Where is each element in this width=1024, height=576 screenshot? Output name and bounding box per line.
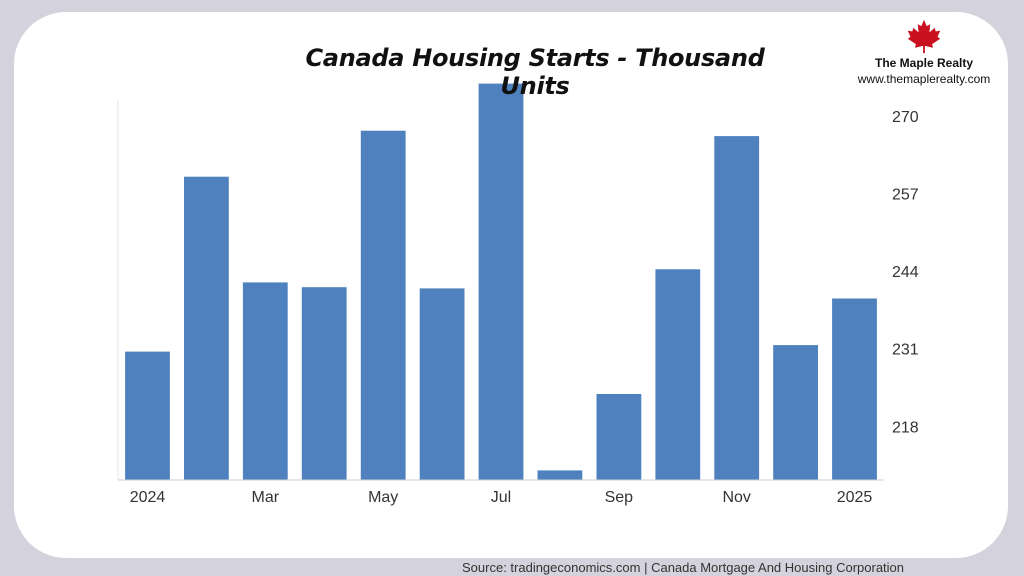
- x-tick-label: Sep: [605, 489, 634, 506]
- bar-may-2024: [360, 130, 406, 480]
- y-tick-label: 257: [892, 186, 919, 203]
- x-tick-label: Jul: [491, 489, 511, 506]
- brand-url[interactable]: www.themaplerealty.com: [857, 72, 991, 86]
- brand-name: The Maple Realty: [874, 56, 974, 70]
- x-tick-label: 2025: [837, 489, 873, 506]
- bar-nov-2024: [714, 136, 760, 480]
- bar-jan-2024: [125, 351, 170, 480]
- bar-jun-2024: [419, 288, 465, 480]
- chart-title: Canada Housing Starts - Thousand Units: [305, 44, 765, 100]
- bar-apr-2024: [301, 287, 347, 480]
- y-tick-label: 231: [892, 342, 919, 359]
- source-note: Source: tradingeconomics.com | Canada Mo…: [462, 560, 905, 575]
- bar-oct-2024: [655, 269, 701, 480]
- y-tick-label: 270: [892, 109, 919, 126]
- bar-mar-2024: [242, 282, 288, 480]
- x-tick-label: May: [368, 489, 398, 506]
- bar-dec-2024: [773, 345, 818, 480]
- bar-aug-2024: [537, 470, 583, 480]
- bar-sep-2024: [596, 394, 642, 480]
- y-tick-label: 244: [892, 264, 919, 281]
- x-tick-label: 2024: [130, 489, 166, 506]
- x-tick-label: Mar: [252, 489, 280, 506]
- maple-leaf-icon: [907, 19, 941, 54]
- bar-jul-2024: [478, 83, 524, 480]
- x-tick-label: Nov: [722, 489, 750, 506]
- bar-jan-2025: [832, 298, 877, 480]
- bar-feb-2024: [184, 176, 229, 480]
- y-tick-label: 218: [892, 419, 919, 436]
- brand-block: The Maple Realty www.themaplerealty.com: [838, 18, 1010, 86]
